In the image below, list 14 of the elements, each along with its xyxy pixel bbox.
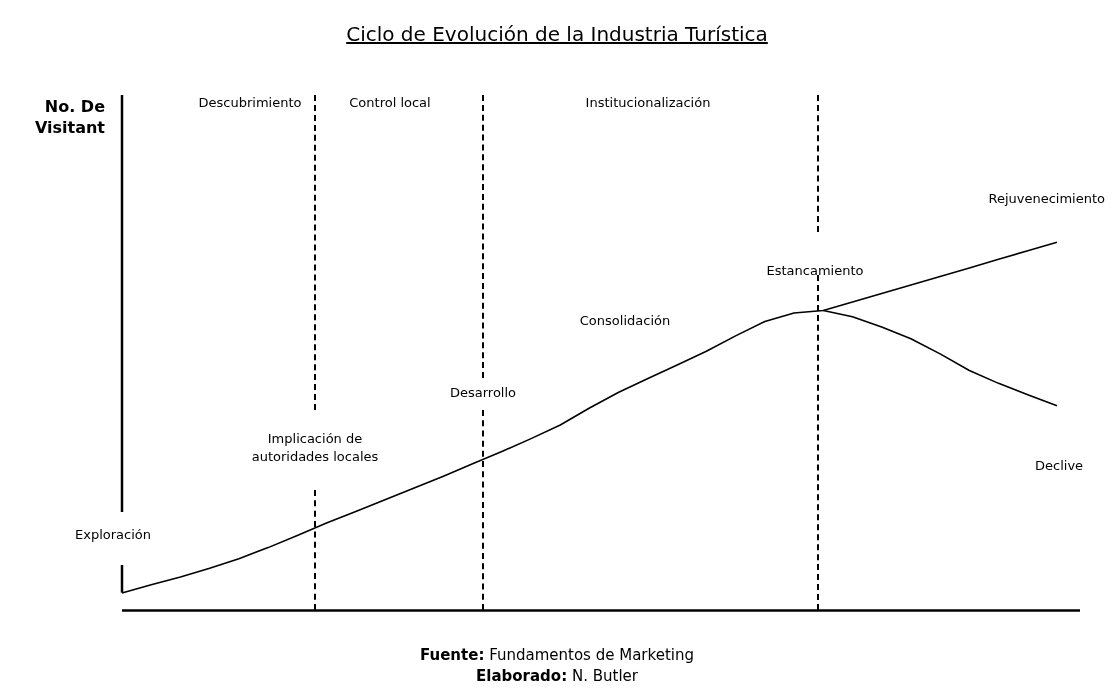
chart-title: Ciclo de Evolución de la Industria Turística (345, 22, 769, 46)
text: Rejuvenecimiento (987, 190, 1105, 208)
text: Elaborado: N. Butler (475, 667, 639, 685)
text: Institucionalización (584, 94, 712, 112)
annotation: Declive (1035, 457, 1084, 475)
text: Descubrimiento (198, 95, 302, 110)
annotation: Implicación de autoridades locales (250, 430, 380, 466)
text: No. De Visitant (33, 96, 105, 138)
annotation: Desarrollo (448, 384, 518, 402)
annotation: Exploración (75, 526, 151, 544)
text: Control local (349, 95, 431, 110)
source-note: Fuente: Fundamentos de Marketing (419, 646, 695, 664)
annotation: Consolidación (578, 312, 672, 330)
annotation: Estancamiento (765, 262, 865, 280)
